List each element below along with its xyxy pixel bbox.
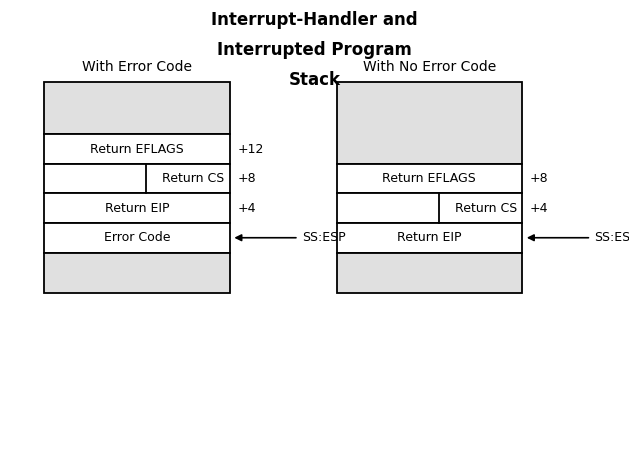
Text: Error Code: Error Code [104,231,170,244]
Bar [337,82,522,164]
Text: +8: +8 [530,172,548,185]
Text: Return EIP: Return EIP [397,231,462,244]
Bar [337,164,522,193]
Bar [44,82,230,134]
Bar [44,134,230,164]
Text: +12: +12 [237,142,264,156]
Bar [44,253,230,293]
Bar [337,253,522,293]
Text: +8: +8 [237,172,256,185]
Text: Return EFLAGS: Return EFLAGS [90,142,184,156]
Text: +4: +4 [237,202,255,215]
Bar [337,223,522,253]
Bar [44,223,230,253]
Text: Stack: Stack [289,71,340,89]
Text: SS:ESP: SS:ESP [302,231,345,244]
Text: Interrupted Program: Interrupted Program [217,41,412,59]
Bar [44,193,230,223]
Text: +4: +4 [530,202,548,215]
Text: Return CS: Return CS [455,202,517,215]
Text: Interrupt-Handler and: Interrupt-Handler and [211,11,418,30]
Text: Return EIP: Return EIP [104,202,169,215]
Text: Return EFLAGS: Return EFLAGS [382,172,476,185]
Text: With Error Code: With Error Code [82,60,192,74]
Bar [337,193,522,223]
Text: With No Error Code: With No Error Code [363,60,496,74]
Text: SS:ESP: SS:ESP [594,231,629,244]
Bar [44,164,230,193]
Text: Return CS: Return CS [162,172,225,185]
